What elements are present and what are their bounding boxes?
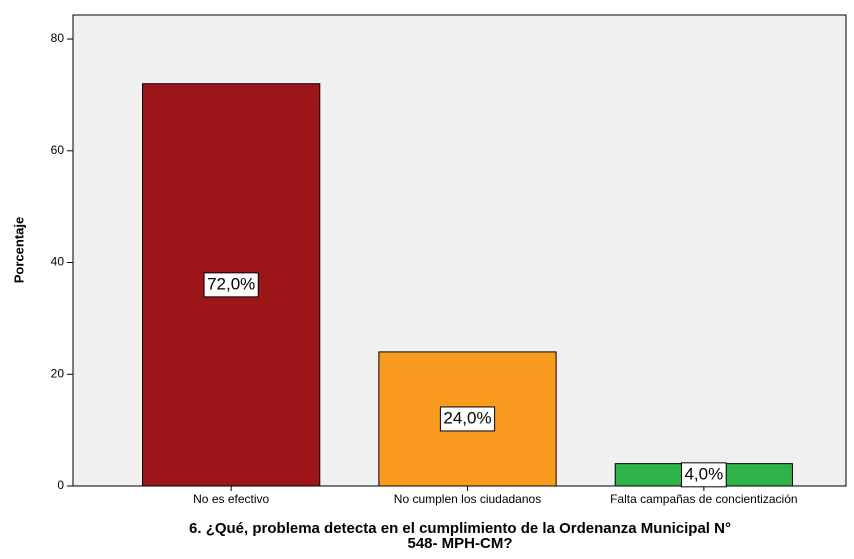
value-label: 72,0% — [207, 274, 255, 293]
x-tick-label: Falta campañas de concientización — [610, 492, 797, 506]
y-tick-label: 60 — [51, 143, 65, 157]
value-label-box — [203, 272, 259, 298]
x-axis-label: 6. ¿Qué, problema detecta en el cumplimi… — [189, 520, 731, 537]
value-label-box — [439, 406, 496, 432]
y-axis-label: Porcentaje — [11, 217, 26, 283]
x-axis-label: 548- MPH-CM? — [407, 535, 512, 552]
y-tick-label: 20 — [51, 366, 65, 380]
x-tick-label: No es efectivo — [193, 492, 269, 506]
y-tick-label: 0 — [57, 478, 64, 492]
y-tick-label: 80 — [51, 31, 65, 45]
y-tick-label: 40 — [51, 255, 65, 269]
value-label: 24,0% — [443, 408, 491, 427]
x-tick-label: No cumplen los ciudadanos — [394, 492, 541, 506]
value-label-box — [680, 462, 727, 488]
value-label: 4,0% — [684, 464, 723, 483]
